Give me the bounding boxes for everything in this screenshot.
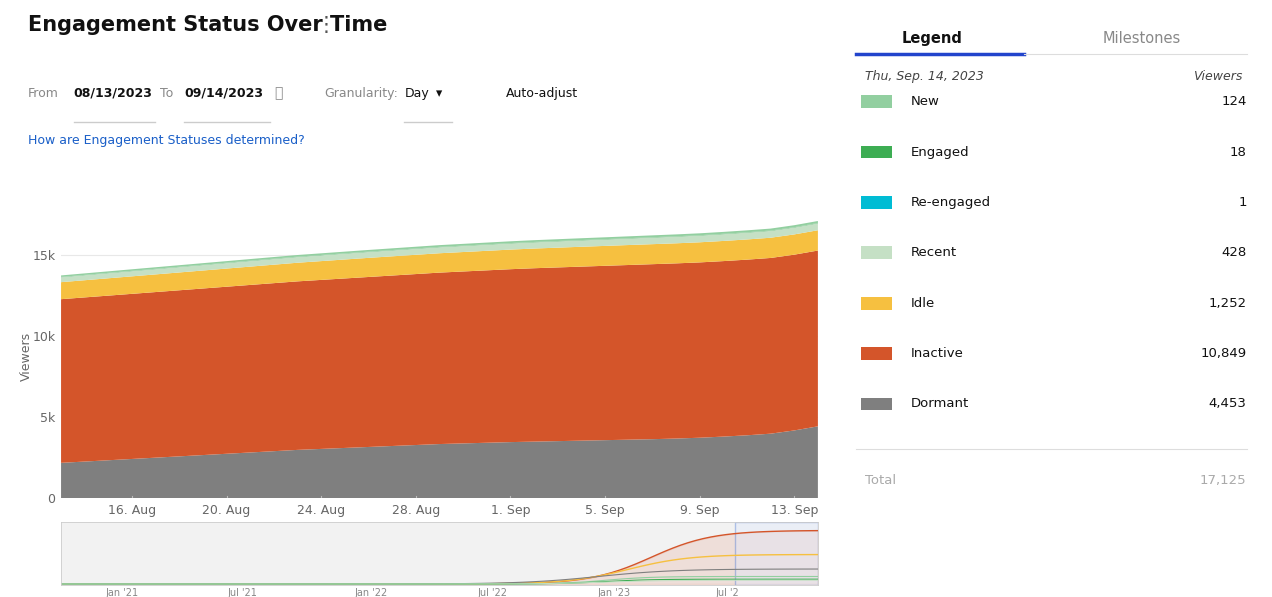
Text: Day: Day [404,87,429,100]
FancyBboxPatch shape [861,247,892,259]
Text: 09/14/2023: 09/14/2023 [184,87,263,100]
Text: 428: 428 [1221,247,1247,259]
Text: ▾: ▾ [432,87,443,100]
Text: 17,125: 17,125 [1199,474,1247,487]
Text: Granularity:: Granularity: [324,87,398,100]
Text: 124: 124 [1221,95,1247,108]
Text: New: New [911,95,940,108]
Text: 08/13/2023: 08/13/2023 [74,87,153,100]
FancyBboxPatch shape [861,297,892,310]
Text: Viewers: Viewers [1193,70,1243,83]
Text: Total: Total [865,474,895,487]
FancyBboxPatch shape [861,96,892,108]
FancyBboxPatch shape [861,347,892,360]
Text: Re-engaged: Re-engaged [911,196,991,209]
Text: Engagement Status Over Time: Engagement Status Over Time [28,15,388,35]
Text: 1: 1 [1238,196,1247,209]
Text: Auto-adjust: Auto-adjust [506,87,579,100]
Text: Dormant: Dormant [911,398,969,411]
Text: From: From [28,87,59,100]
Point [848,50,864,57]
Text: Legend: Legend [902,31,963,46]
Text: To: To [160,87,173,100]
Point [1016,50,1032,57]
Y-axis label: Viewers: Viewers [20,332,33,381]
Text: How are Engagement Statuses determined?: How are Engagement Statuses determined? [28,134,305,147]
Text: 10,849: 10,849 [1201,347,1247,360]
FancyBboxPatch shape [861,398,892,410]
Text: 18: 18 [1230,146,1247,159]
Text: Engaged: Engaged [911,146,969,159]
Text: 1,252: 1,252 [1208,297,1247,310]
Text: Recent: Recent [911,247,957,259]
Text: ✓: ✓ [485,95,492,104]
Text: Idle: Idle [911,297,935,310]
Text: ⓘ: ⓘ [275,87,284,100]
Bar [735,522,818,585]
Point [1016,50,1032,57]
Text: Inactive: Inactive [911,347,964,360]
FancyBboxPatch shape [861,146,892,158]
Text: ⋮: ⋮ [315,15,336,35]
Text: Thu, Sep. 14, 2023: Thu, Sep. 14, 2023 [865,70,983,83]
FancyBboxPatch shape [861,196,892,209]
Text: Milestones: Milestones [1103,31,1180,46]
Point [1239,50,1254,57]
Text: 4,453: 4,453 [1208,398,1247,411]
